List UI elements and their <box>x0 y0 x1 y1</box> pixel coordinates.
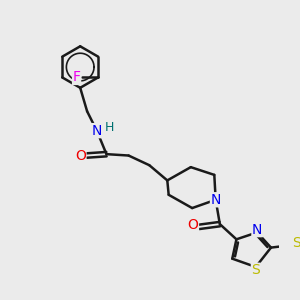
Text: S: S <box>251 263 260 277</box>
Text: S: S <box>292 236 300 250</box>
Text: N: N <box>252 223 262 237</box>
Text: N: N <box>211 193 221 207</box>
Text: H: H <box>104 122 114 134</box>
Text: O: O <box>188 218 198 233</box>
Text: F: F <box>73 70 81 84</box>
Text: O: O <box>75 148 86 163</box>
Text: N: N <box>92 124 102 138</box>
